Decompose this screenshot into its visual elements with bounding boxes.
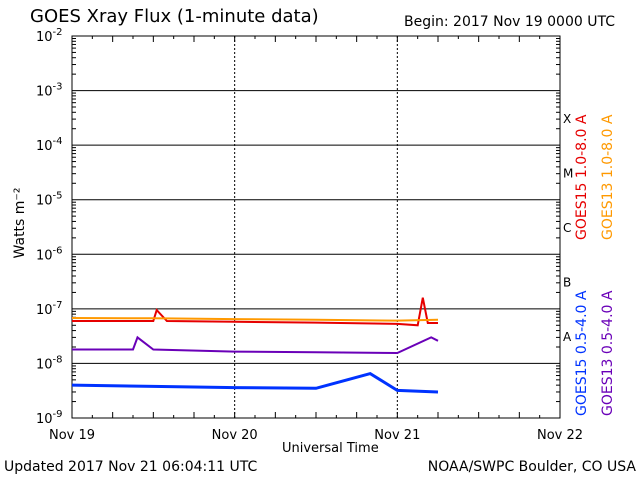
plot-frame [71, 35, 561, 419]
legend-entry: GOES13 1.0-8.0 A [600, 114, 616, 240]
flare-class-label: A [563, 330, 572, 344]
x-tick-label: Nov 22 [537, 428, 583, 443]
legend-entry: GOES15 0.5-4.0 A [574, 290, 590, 416]
y-tick-label: 10-2 [36, 27, 63, 45]
x-tick-label: Nov 20 [212, 428, 258, 443]
y-tick-label: 10-7 [36, 300, 63, 318]
y-tick-label: 10-6 [36, 245, 63, 263]
y-tick-label: 10-8 [36, 354, 63, 372]
chart-title: GOES Xray Flux (1-minute data) [30, 6, 319, 27]
y-tick-label: 10-5 [36, 191, 63, 209]
series-line [72, 297, 438, 327]
flare-class-label: X [563, 112, 571, 126]
flare-class-label: M [563, 166, 573, 180]
legend-entry: GOES13 0.5-4.0 A [600, 290, 616, 416]
credit-label: NOAA/SWPC Boulder, CO USA [427, 459, 636, 475]
series-line [71, 317, 439, 322]
begin-time-label: Begin: 2017 Nov 19 0000 UTC [404, 14, 615, 30]
x-axis-title: Universal Time [282, 441, 379, 456]
x-tick-label: Nov 21 [374, 428, 420, 443]
series-line [72, 335, 439, 355]
y-tick-label: 10-3 [36, 82, 63, 100]
y-tick-label: 10-4 [36, 136, 63, 154]
flare-class-label: C [563, 221, 571, 235]
updated-timestamp: Updated 2017 Nov 21 06:04:11 UTC [4, 459, 258, 475]
series-line [71, 371, 439, 394]
flare-class-label: B [563, 276, 571, 290]
x-tick-label: Nov 19 [49, 428, 95, 443]
legend-entry: GOES15 1.0-8.0 A [574, 114, 590, 240]
y-tick-label: 10-9 [36, 409, 63, 427]
